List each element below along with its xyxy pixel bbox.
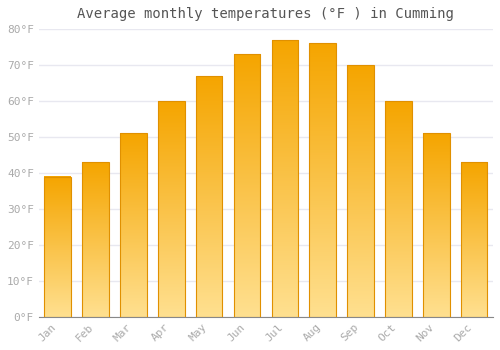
Bar	[44, 176, 71, 317]
Bar	[385, 101, 411, 317]
Bar	[348, 65, 374, 317]
Bar	[82, 162, 109, 317]
Bar	[196, 76, 222, 317]
Bar	[461, 162, 487, 317]
Bar	[234, 54, 260, 317]
Bar	[310, 43, 336, 317]
Bar	[158, 101, 184, 317]
Title: Average monthly temperatures (°F ) in Cumming: Average monthly temperatures (°F ) in Cu…	[78, 7, 454, 21]
Bar	[272, 40, 298, 317]
Bar	[120, 133, 146, 317]
Bar	[423, 133, 450, 317]
